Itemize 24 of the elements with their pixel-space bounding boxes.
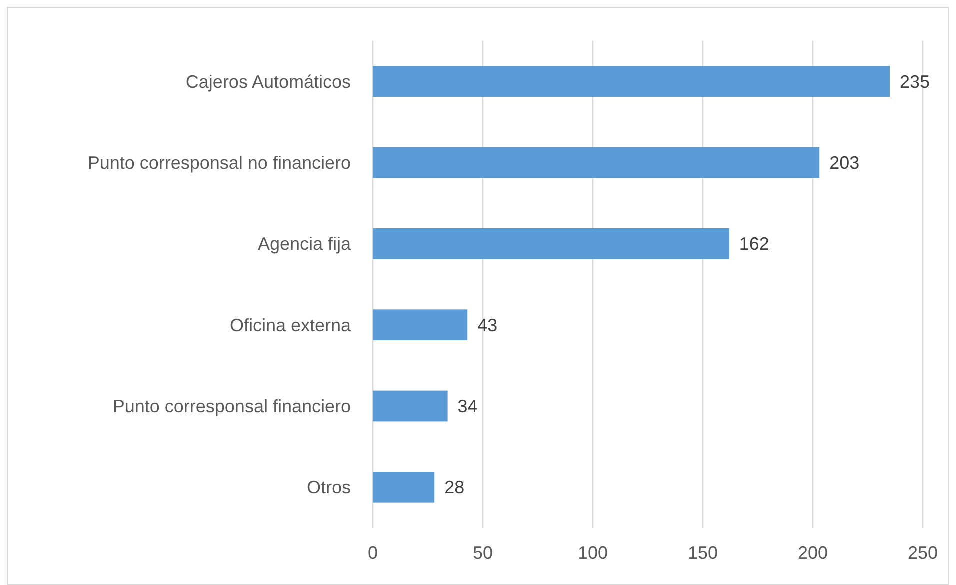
- x-tick-label: 200: [798, 543, 828, 563]
- bar: [373, 228, 730, 260]
- data-label: 162: [739, 234, 770, 254]
- data-label: 203: [830, 153, 860, 174]
- x-tick-label: 100: [578, 543, 608, 563]
- data-label: 34: [458, 396, 478, 417]
- x-tick-label: 0: [368, 543, 378, 563]
- bar: [373, 310, 468, 341]
- y-tick-label: Oficina externa: [230, 315, 352, 336]
- x-tick-label: 150: [688, 543, 718, 563]
- y-tick-label: Cajeros Automáticos: [186, 72, 351, 92]
- bar: [373, 390, 448, 422]
- x-tick-label: 250: [908, 543, 938, 563]
- bar: [373, 472, 435, 503]
- data-label: 235: [900, 72, 930, 92]
- bar: [373, 66, 890, 98]
- y-tick-label: Otros: [306, 478, 351, 498]
- y-tick-label: Punto corresponsal financiero: [112, 396, 351, 417]
- y-tick-label: Punto corresponsal no financiero: [88, 153, 351, 174]
- data-label: 43: [478, 315, 498, 336]
- data-label: 28: [444, 478, 465, 498]
- x-tick-label: 50: [472, 543, 494, 563]
- bar: [373, 147, 820, 178]
- y-tick-label: Agencia fija: [258, 234, 352, 254]
